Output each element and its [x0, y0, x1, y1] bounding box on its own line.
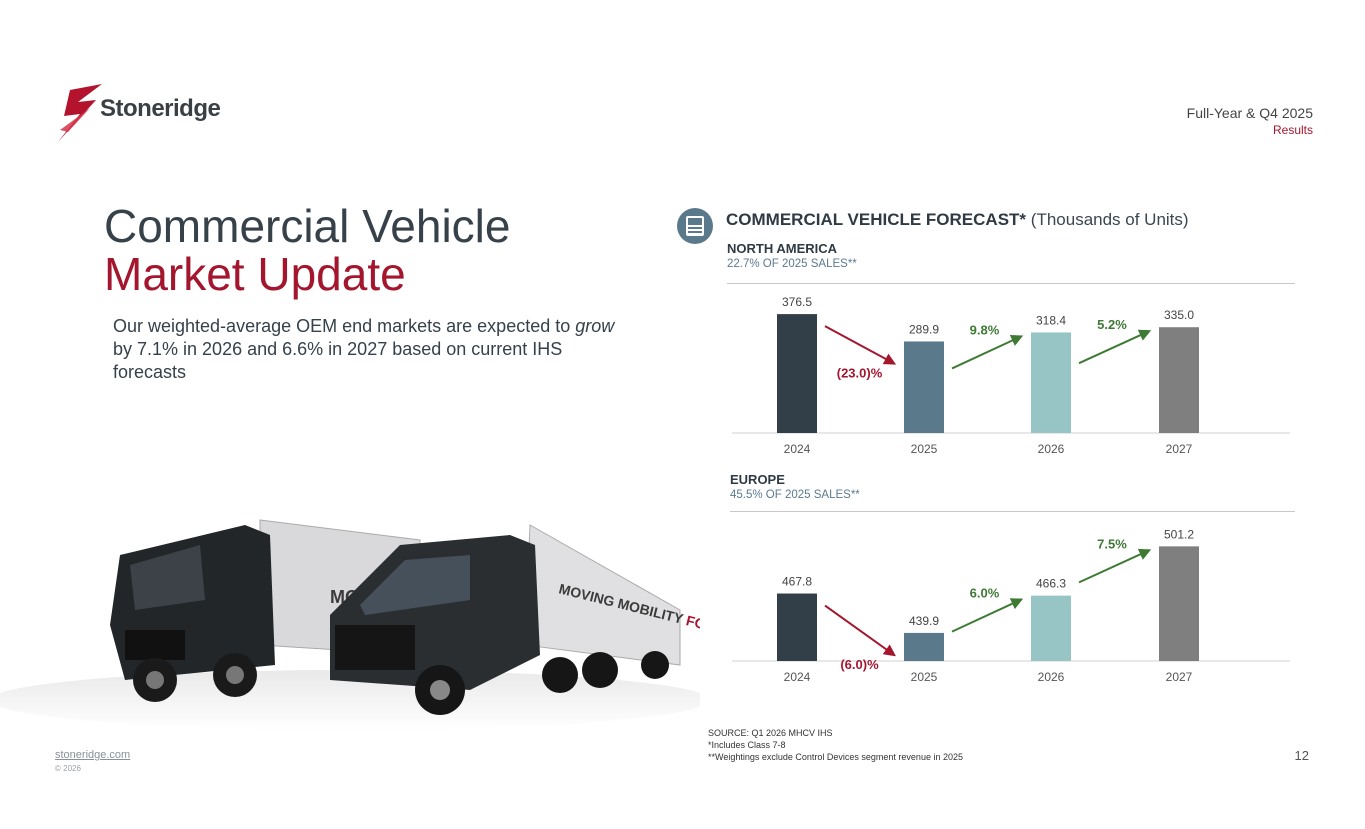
na-region-subtitle: 22.7% OF 2025 SALES**: [727, 258, 857, 270]
eu-change-arrow-0: [824, 604, 896, 657]
summary-emphasis: grow: [575, 316, 615, 336]
na-region-label: NORTH AMERICA: [727, 241, 838, 256]
slide-title-line1: Commercial Vehicle: [104, 200, 511, 252]
na-change-label-1: 9.8%: [970, 322, 1000, 337]
truck-front-icon: [677, 208, 713, 244]
na-bar-2027: [1159, 327, 1199, 433]
page-number: 12: [1294, 748, 1309, 763]
eu-value-label-2024: 467.8: [782, 575, 812, 589]
eu-bar-2024: [777, 593, 817, 661]
na-value-label-2026: 318.4: [1036, 313, 1066, 327]
forecast-unit: (Thousands of Units): [1030, 210, 1189, 229]
eu-value-label-2026: 466.3: [1036, 577, 1066, 591]
deck-subtitle: Results: [1272, 123, 1313, 137]
eu-change-label-0: (6.0)%: [840, 657, 879, 672]
na-change-label-2: 5.2%: [1097, 317, 1127, 332]
deck-title: Full-Year & Q4 2025: [1186, 105, 1313, 121]
eu-region-label: EUROPE: [730, 472, 785, 487]
na-header-rule: [727, 283, 1295, 284]
na-tick-2024: 2024: [784, 442, 811, 456]
eu-bar-2025: [904, 632, 944, 661]
summary-post: by 7.1% in 2026 and 6.6% in 2027 based o…: [113, 339, 563, 382]
na-value-label-2025: 289.9: [909, 322, 939, 336]
trucks-image: MOVING MOVING MOBILITY FORWARD: [0, 519, 700, 730]
eu-bar-chart: 467.8 2024 439.9 2025 466.3 2026 501.2 2027 (6.0…: [732, 527, 1290, 684]
na-bar-2024: [777, 314, 817, 433]
eu-bar-2027: [1159, 546, 1199, 661]
eu-change-arrow-2: [1078, 548, 1152, 584]
forecast-title: COMMERCIAL VEHICLE FORECAST* (Thousands …: [726, 210, 1189, 230]
footnote-weighting: **Weightings exclude Control Devices seg…: [708, 752, 963, 762]
na-change-arrow-1: [951, 335, 1024, 370]
eu-tick-2024: 2024: [784, 670, 811, 684]
website-link[interactable]: stoneridge.com: [55, 749, 131, 761]
eu-tick-2027: 2027: [1166, 670, 1193, 684]
summary-text: Our weighted-average OEM end markets are…: [113, 315, 633, 384]
eu-tick-2026: 2026: [1038, 670, 1065, 684]
na-value-label-2024: 376.5: [782, 295, 812, 309]
stoneridge-logo: [58, 84, 102, 142]
na-tick-2025: 2025: [911, 442, 938, 456]
slide-title-line2: Market Update: [104, 248, 406, 300]
na-change-arrow-0: [824, 325, 897, 365]
footnotes: SOURCE: Q1 2026 MHCV IHS *Includes Class…: [708, 727, 963, 763]
na-tick-2026: 2026: [1038, 442, 1065, 456]
na-bar-chart: 376.5 2024 289.9 2025 318.4 2026 335.0 2027 (23.…: [732, 295, 1290, 456]
na-value-label-2027: 335.0: [1164, 308, 1194, 322]
brand-name: Stoneridge: [100, 95, 221, 122]
eu-change-label-1: 6.0%: [970, 586, 1000, 601]
na-bar-2025: [904, 341, 944, 433]
na-bar-2026: [1031, 332, 1071, 433]
eu-change-arrow-1: [951, 598, 1024, 633]
forecast-title-text: COMMERCIAL VEHICLE FORECAST*: [726, 210, 1027, 229]
eu-value-label-2025: 439.9: [909, 614, 939, 628]
eu-region-subtitle: 45.5% OF 2025 SALES**: [730, 489, 860, 501]
footnote-source: SOURCE: Q1 2026 MHCV IHS: [708, 728, 833, 738]
summary-pre: Our weighted-average OEM end markets are…: [113, 316, 576, 336]
trailer-banner-right-b: FORWARD: [685, 612, 700, 645]
na-change-label-0: (23.0)%: [837, 365, 883, 380]
na-change-arrow-2: [1078, 329, 1152, 365]
eu-header-rule: [730, 511, 1295, 512]
footnote-class: *Includes Class 7-8: [708, 740, 786, 750]
eu-bar-2026: [1031, 595, 1071, 661]
copyright: © 2026: [55, 764, 81, 773]
eu-change-label-2: 7.5%: [1097, 536, 1127, 551]
eu-value-label-2027: 501.2: [1164, 527, 1194, 541]
na-tick-2027: 2027: [1166, 442, 1193, 456]
eu-tick-2025: 2025: [911, 670, 938, 684]
